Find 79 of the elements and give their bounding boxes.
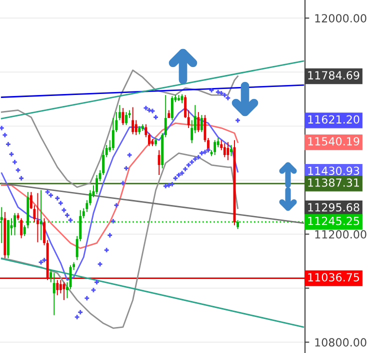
point [236,118,240,123]
point [84,296,90,300]
candlestick [62,282,66,301]
text: 11784.69 [308,71,360,80]
point [226,96,230,100]
ref-line-label: 11245.25 [308,216,360,226]
point [74,314,80,320]
point [78,310,83,314]
point [19,176,24,180]
point [98,262,102,266]
candlestick [36,192,39,243]
point [127,152,132,158]
point [91,288,96,292]
text: 11621.20 [308,115,360,124]
candlestick [223,142,226,158]
y-tick-label: 10800.00 [315,338,366,347]
candlestick [0,206,3,244]
y-tick-label: 12000.00 [315,14,366,22]
point [94,280,99,284]
point [163,184,168,188]
point [196,154,201,160]
point [124,166,128,170]
line-series [0,122,238,249]
candlestick [134,120,138,136]
text: 11430.93 [308,166,360,176]
point [222,92,227,98]
candlestick [230,144,232,157]
point [154,115,158,120]
point [147,108,152,112]
point [48,193,54,198]
candlestick [197,112,200,133]
line-series [0,152,238,329]
ref-line-label: 11036.75 [308,273,360,282]
point [166,183,172,188]
candlestick [170,96,174,121]
candlestick [226,142,230,161]
point [110,219,116,224]
text: 11295.68 [308,203,360,212]
candlestick [214,140,216,156]
line-series [0,70,238,188]
point [202,150,208,154]
point [42,258,46,262]
point [144,106,148,110]
candlestick [52,272,56,316]
point [192,156,198,162]
point [104,248,109,252]
point [209,88,214,92]
point [65,213,70,218]
point [62,208,66,212]
candlestick [158,150,160,176]
point [114,203,119,208]
candlestick [200,114,203,133]
point [199,150,204,156]
point [108,233,112,238]
y-tick-label: 11200.00 [315,230,366,239]
point [183,166,188,172]
point [9,152,14,156]
point [173,176,178,180]
point [6,142,10,146]
candlestick [125,112,128,126]
point [0,126,4,130]
candlestick [14,212,16,236]
candlestick [132,106,134,135]
text: 11540.19 [308,137,360,146]
point [16,168,20,172]
point [45,190,50,194]
point [58,200,63,206]
ref-line-label: 11387.31 [308,178,359,187]
point [12,160,17,164]
candlestick [20,218,23,239]
point [55,196,60,200]
point [190,160,194,164]
point [216,90,220,94]
point [2,132,8,138]
point [186,162,191,168]
point [219,90,224,96]
candlestick [56,280,59,296]
point [206,148,210,152]
point [170,182,174,186]
